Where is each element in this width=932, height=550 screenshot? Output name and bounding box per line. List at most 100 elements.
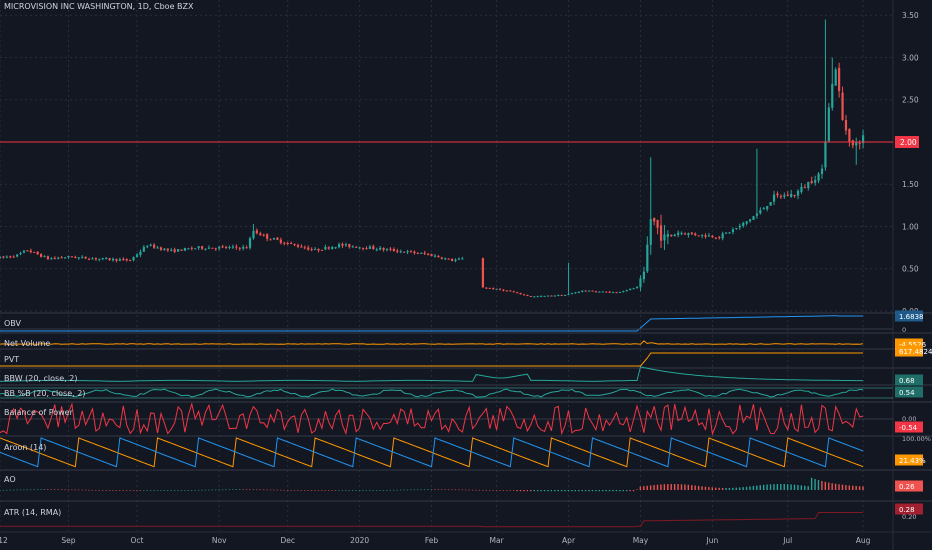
- ao-bar: [71, 489, 73, 491]
- candle-body: [33, 251, 36, 253]
- candle-body: [60, 257, 63, 259]
- candle-body: [759, 210, 762, 214]
- ao-bar: [437, 489, 439, 491]
- ao-bar: [393, 489, 395, 491]
- ao-bar: [180, 490, 183, 491]
- time-axis-label: Feb: [425, 536, 439, 545]
- ao-bar: [660, 484, 662, 490]
- pvt-pane-label[interactable]: PVT: [4, 355, 20, 364]
- candle-body: [303, 247, 306, 249]
- ao-bar: [95, 489, 97, 491]
- candle-body: [129, 259, 132, 261]
- aroon-pane-label[interactable]: Aroon (14): [4, 443, 47, 452]
- candle-body: [697, 235, 700, 237]
- candle-body: [834, 69, 837, 86]
- ao-bar: [608, 490, 611, 492]
- candle-body: [430, 254, 433, 257]
- ao-bar: [725, 487, 727, 490]
- ao-bar: [235, 489, 237, 491]
- candle-body: [622, 290, 625, 293]
- ao-bar: [653, 485, 655, 490]
- candle-body: [218, 246, 221, 249]
- ao-bar: [191, 490, 193, 491]
- candle-body: [567, 293, 570, 295]
- candle-body: [454, 259, 457, 261]
- ao-bar: [170, 490, 172, 491]
- candle-body: [40, 253, 43, 257]
- ao-bar: [745, 486, 748, 490]
- ao-bar: [132, 490, 135, 491]
- candle-body: [235, 246, 238, 248]
- ao-bar: [228, 489, 231, 491]
- candle-body: [790, 193, 793, 198]
- ao-bar: [684, 484, 686, 490]
- candle-body: [516, 292, 519, 294]
- ao-bar: [67, 489, 70, 491]
- bbpctb-pane-label[interactable]: BB %B (20, close, 2): [4, 389, 86, 398]
- candle-body: [337, 244, 341, 248]
- candle-body: [310, 249, 313, 251]
- candle-body: [800, 186, 803, 192]
- time-axis-label: 12: [0, 536, 8, 545]
- symbol-title[interactable]: MICROVISION INC WASHINGTON, 1D, Cboe BZX: [4, 2, 194, 11]
- ao-bar: [331, 490, 333, 491]
- ao-bar: [852, 485, 854, 490]
- candle-body: [752, 216, 755, 220]
- ao-bar: [615, 490, 618, 492]
- candle-body: [553, 295, 556, 297]
- candle-body: [838, 67, 841, 92]
- ao-bar: [691, 485, 693, 490]
- aroon-up-line: [0, 437, 864, 468]
- ao-bar: [824, 481, 827, 490]
- ao-bar: [602, 490, 604, 492]
- candle-body: [348, 243, 351, 247]
- ao-bar: [649, 485, 652, 490]
- ao-bar: [214, 489, 217, 491]
- ao-bar: [417, 489, 419, 491]
- ao-bar: [704, 486, 707, 490]
- candle-body: [427, 254, 430, 256]
- bop-zero-label: 0.00: [902, 415, 916, 423]
- candle-body: [214, 248, 217, 250]
- candle-body: [392, 248, 395, 252]
- net-volume-pane-label[interactable]: Net Volume: [4, 339, 51, 348]
- candle-body: [327, 247, 330, 249]
- ao-bar: [814, 479, 816, 490]
- candle-body: [704, 235, 707, 237]
- candle-body: [841, 92, 844, 120]
- bbw-pane-label[interactable]: BBW (20, close, 2): [4, 374, 78, 383]
- ao-bar: [208, 489, 210, 491]
- time-axis-label: Sep: [61, 536, 75, 545]
- ao-value-tag-box: [895, 480, 923, 492]
- ao-bar: [19, 489, 22, 491]
- ao-bar: [499, 490, 501, 491]
- candle-body: [279, 239, 282, 243]
- ao-bar: [855, 485, 857, 490]
- ao-bar: [36, 489, 39, 491]
- ao-bar: [136, 490, 138, 491]
- candle-body: [375, 249, 378, 251]
- ao-bar: [619, 490, 621, 492]
- candle-body: [146, 246, 149, 248]
- ao-bar: [423, 489, 426, 491]
- obv-pane-label[interactable]: OBV: [4, 319, 22, 328]
- ao-pane-label[interactable]: AO: [4, 475, 16, 484]
- candle-body: [403, 251, 406, 253]
- ao-bar: [197, 489, 200, 491]
- pvt-value-tag: 617.4824: [899, 348, 932, 356]
- candle-body: [50, 258, 53, 260]
- candle-body: [242, 246, 245, 249]
- ao-bar: [492, 490, 494, 491]
- ao-bar: [177, 490, 179, 491]
- ao-bar: [810, 477, 813, 490]
- candle-body: [125, 258, 128, 261]
- ao-bar: [845, 485, 847, 490]
- atr-pane-label[interactable]: ATR (14, RMA): [4, 508, 62, 517]
- candle-body: [372, 246, 375, 249]
- ao-bar: [465, 489, 467, 491]
- aroon-down-line: [0, 437, 864, 468]
- candle-body: [194, 248, 197, 250]
- bop-pane-label[interactable]: Balance of Power: [4, 408, 73, 417]
- ao-bar: [800, 485, 803, 490]
- candle-body: [269, 239, 272, 241]
